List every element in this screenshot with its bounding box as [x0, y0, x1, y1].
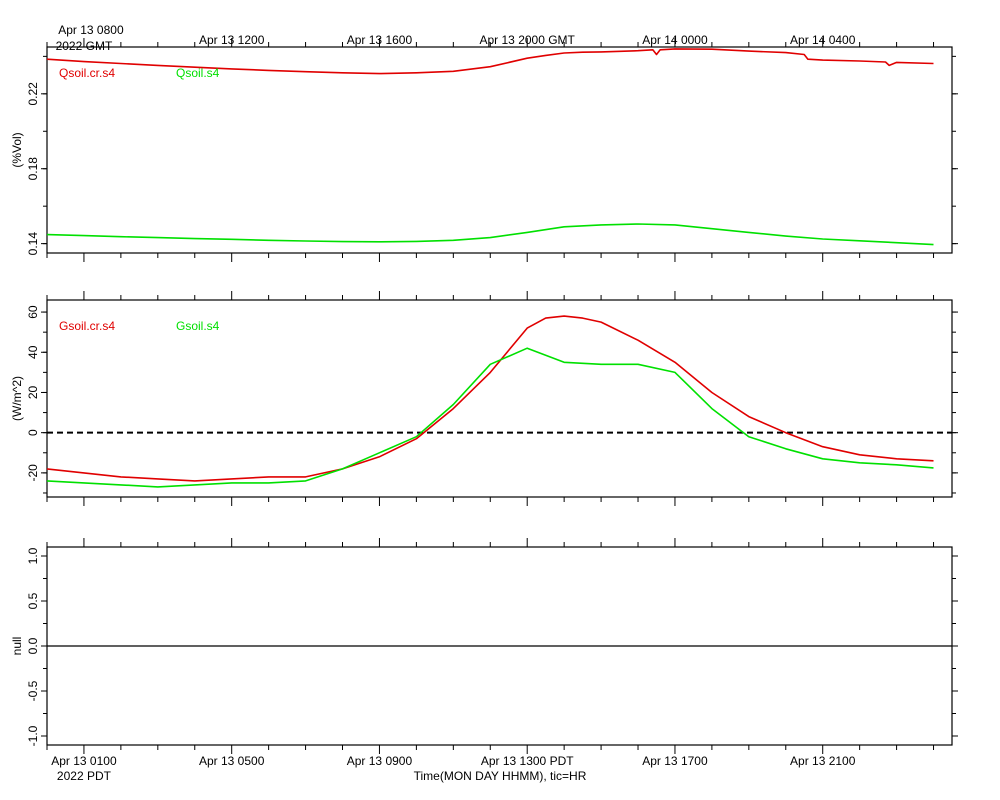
series-line-Qsoil-cr-s4	[46, 48, 934, 75]
top-axis-label: Apr 13 1600	[347, 33, 413, 47]
panel-frame-2	[46, 299, 953, 498]
series-line-Qsoil-s4	[46, 223, 934, 246]
y-tick-label: 20	[26, 385, 40, 399]
y-tick-label: -1.0	[26, 725, 40, 746]
top-axis-label: Apr 14 0400	[790, 33, 856, 47]
series-line-Gsoil-cr-s4	[46, 315, 934, 482]
legend-label-Qsoil-cr-s4: Qsoil.cr.s4	[59, 66, 115, 80]
y-tick-label: 0.14	[26, 232, 40, 256]
y-axis-label: null	[10, 637, 24, 656]
y-tick-label: 60	[26, 305, 40, 319]
y-tick-label: -20	[26, 464, 40, 482]
y-tick-label: 40	[26, 345, 40, 359]
legend-label-Gsoil-s4: Gsoil.s4	[176, 319, 220, 333]
panel-frame-1	[46, 46, 953, 254]
y-tick-label: 0.5	[26, 592, 40, 609]
y-tick-label: 0.22	[26, 82, 40, 106]
series-line-Gsoil-s4	[46, 347, 934, 488]
y-tick-label: 1.0	[26, 547, 40, 564]
bottom-axis-label: Apr 13 0500	[199, 754, 265, 768]
y-axis-label: (%Vol)	[10, 132, 24, 167]
bottom-axis-label: Apr 13 2100	[790, 754, 856, 768]
legend-label-Gsoil-cr-s4: Gsoil.cr.s4	[59, 319, 115, 333]
y-tick-label: -0.5	[26, 680, 40, 701]
y-tick-label: 0.0	[26, 637, 40, 654]
bottom-axis-label: Apr 13 0100	[51, 754, 117, 768]
legend-label-Qsoil-s4: Qsoil.s4	[176, 66, 220, 80]
top-axis-label: Apr 13 0800	[58, 23, 124, 37]
top-axis-label: Apr 13 2000 GMT	[480, 33, 576, 47]
top-axis-label: Apr 14 0000	[642, 33, 708, 47]
top-axis-label: 2022 GMT	[56, 39, 113, 53]
top-axis-label: Apr 13 1200	[199, 33, 265, 47]
bottom-axis-label: Apr 13 1700	[642, 754, 708, 768]
y-tick-label: 0	[26, 429, 40, 436]
bottom-axis-label: 2022 PDT	[57, 769, 112, 783]
bottom-axis-label: Apr 13 0900	[347, 754, 413, 768]
bottom-axis-label: Apr 13 1300 PDT	[481, 754, 574, 768]
y-axis-label: (W/m^2)	[10, 376, 24, 421]
x-axis-label: Time(MON DAY HHMM), tic=HR	[414, 769, 587, 783]
y-tick-label: 0.18	[26, 157, 40, 181]
